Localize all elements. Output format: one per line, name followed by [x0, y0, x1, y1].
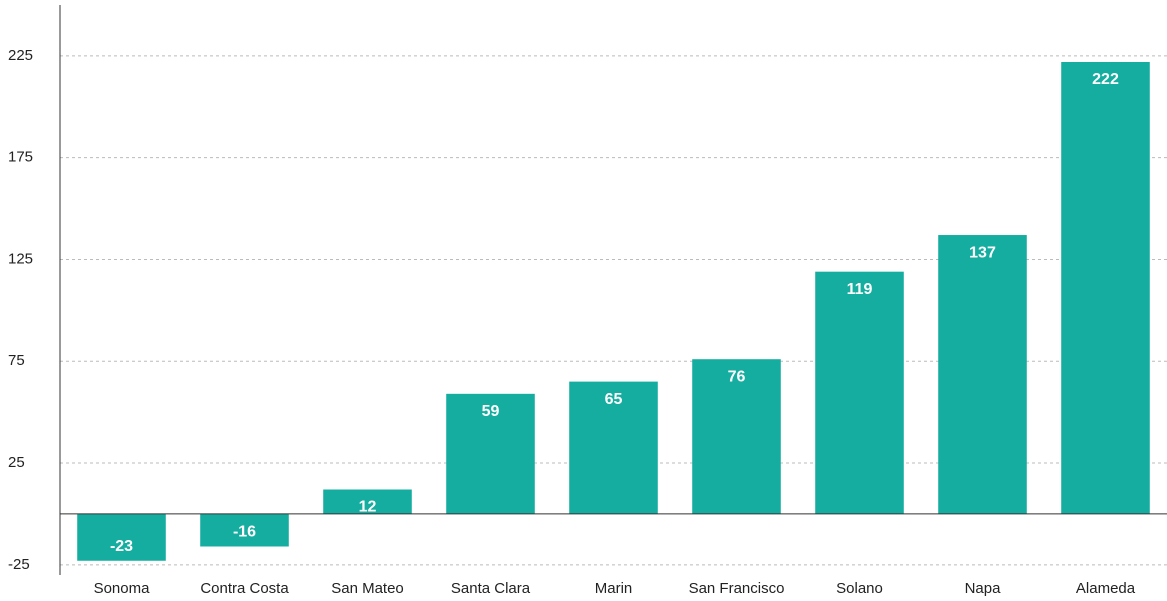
data-label: 12: [359, 499, 377, 516]
y-tick-label: 75: [8, 352, 25, 369]
data-label: 222: [1092, 71, 1119, 88]
y-tick-label: -25: [8, 556, 30, 573]
bar: [938, 235, 1027, 514]
y-tick-label: 125: [8, 250, 33, 267]
data-label: 119: [847, 281, 873, 298]
data-label: 76: [728, 368, 746, 385]
x-tick-label: San Mateo: [331, 580, 404, 597]
data-label: -23: [110, 538, 133, 555]
x-tick-label: Solano: [836, 580, 883, 597]
y-tick-label: 25: [8, 454, 25, 471]
x-tick-label: San Francisco: [689, 580, 785, 597]
x-tick-label: Marin: [595, 580, 633, 597]
bar: [569, 381, 658, 514]
data-label: -16: [233, 524, 256, 541]
bar: [692, 359, 781, 514]
x-tick-label: Napa: [965, 580, 1002, 597]
y-tick-label: 175: [8, 149, 33, 166]
bar: [323, 489, 412, 514]
x-tick-label: Contra Costa: [200, 580, 289, 597]
x-tick-label: Alameda: [1076, 580, 1136, 597]
bar: [815, 271, 904, 514]
y-tick-label: 225: [8, 47, 33, 64]
data-label: 137: [969, 244, 996, 261]
bar: [200, 513, 289, 547]
x-tick-label: Sonoma: [94, 580, 151, 597]
bar: [1061, 62, 1150, 514]
bar: [77, 513, 166, 561]
data-label: 65: [605, 391, 623, 408]
x-tick-label: Santa Clara: [451, 580, 531, 597]
bar: [446, 393, 535, 514]
data-label: 59: [482, 403, 500, 420]
